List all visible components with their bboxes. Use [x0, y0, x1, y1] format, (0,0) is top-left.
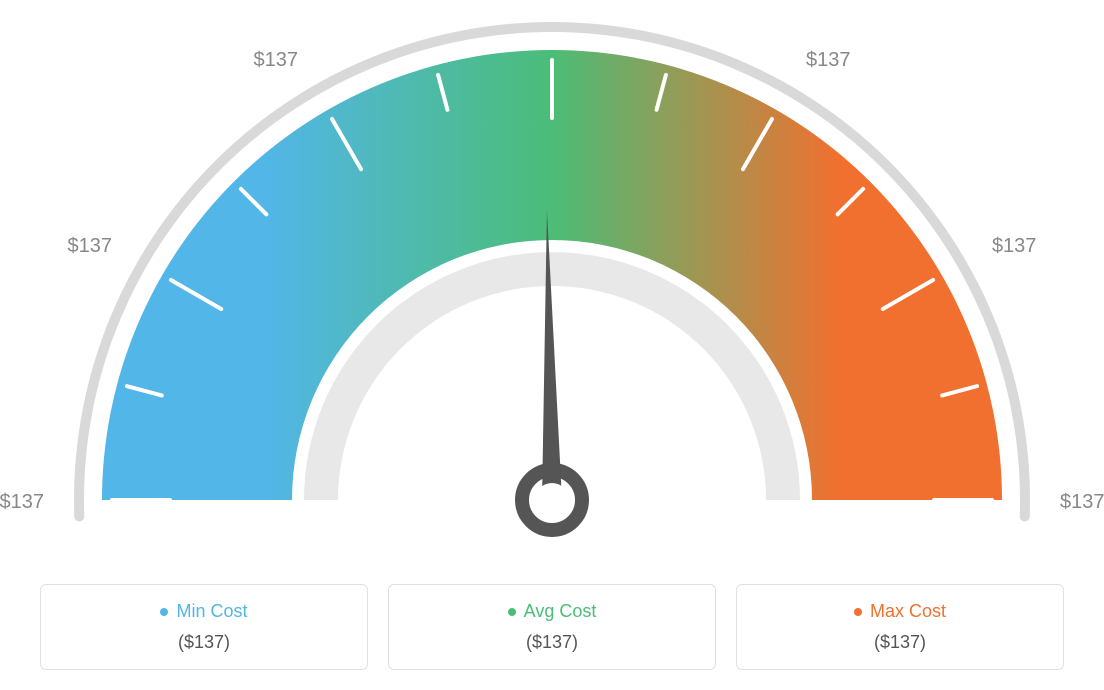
svg-text:$137: $137 [254, 49, 299, 71]
dot-icon [160, 608, 168, 616]
svg-text:$137: $137 [806, 49, 851, 71]
svg-text:$137: $137 [68, 235, 113, 257]
gauge-wrapper: $137 $137 $137 $137 $137 $137 $137 [0, 0, 1104, 560]
legend-max-value: ($137) [747, 632, 1053, 653]
legend-min-label: Min Cost [160, 601, 247, 622]
svg-text:$137: $137 [0, 491, 44, 513]
legend-row: Min Cost ($137) Avg Cost ($137) Max Cost… [40, 584, 1064, 670]
svg-text:$137: $137 [1060, 491, 1104, 513]
legend-avg-box: Avg Cost ($137) [388, 584, 716, 670]
legend-min-value: ($137) [51, 632, 357, 653]
gauge-chart-container: { "gauge": { "type": "gauge", "tick_labe… [0, 0, 1104, 690]
svg-text:$137: $137 [992, 235, 1037, 257]
dot-icon [854, 608, 862, 616]
gauge-svg: $137 $137 $137 $137 $137 $137 $137 [0, 0, 1104, 560]
legend-min-text: Min Cost [176, 601, 247, 622]
legend-avg-label: Avg Cost [508, 601, 597, 622]
svg-text:$137: $137 [530, 0, 575, 3]
legend-min-box: Min Cost ($137) [40, 584, 368, 670]
legend-max-label: Max Cost [854, 601, 946, 622]
legend-avg-value: ($137) [399, 632, 705, 653]
legend-max-box: Max Cost ($137) [736, 584, 1064, 670]
legend-max-text: Max Cost [870, 601, 946, 622]
dot-icon [508, 608, 516, 616]
legend-avg-text: Avg Cost [524, 601, 597, 622]
